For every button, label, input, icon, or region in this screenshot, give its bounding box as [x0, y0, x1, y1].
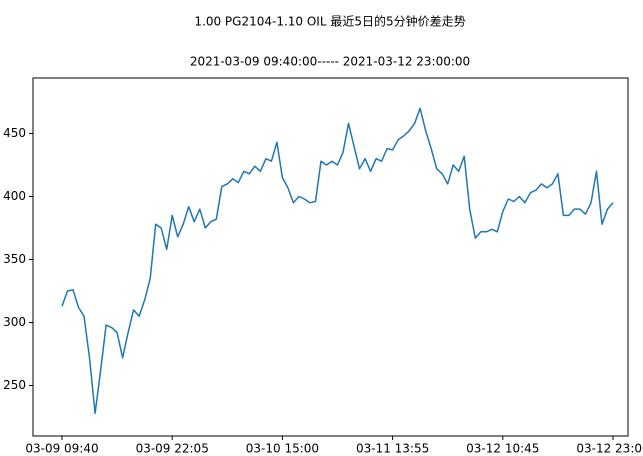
line-series — [61, 107, 614, 415]
chart-title: 1.00 PG2104-1.10 OIL 最近5日的5分钟价差走势 — [194, 14, 465, 29]
x-tick-label: 03-10 15:00 — [246, 442, 319, 456]
x-tick-label: 03-12 23:00 — [576, 442, 643, 456]
x-tick-label: 03-09 22:05 — [136, 442, 209, 456]
y-tick-label: 250 — [3, 378, 26, 392]
chart-subtitle: 2021-03-09 09:40:00----- 2021-03-12 23:0… — [190, 55, 470, 69]
x-tick-label: 03-11 13:55 — [356, 442, 429, 456]
x-tick-label: 03-12 10:45 — [466, 442, 539, 456]
plot-frame — [32, 77, 629, 437]
y-tick-label: 350 — [3, 252, 26, 266]
y-tick-label: 450 — [3, 126, 26, 140]
y-tick-label: 300 — [3, 315, 26, 329]
y-tick-label: 400 — [3, 189, 26, 203]
x-tick-label: 03-09 09:40 — [25, 442, 98, 456]
